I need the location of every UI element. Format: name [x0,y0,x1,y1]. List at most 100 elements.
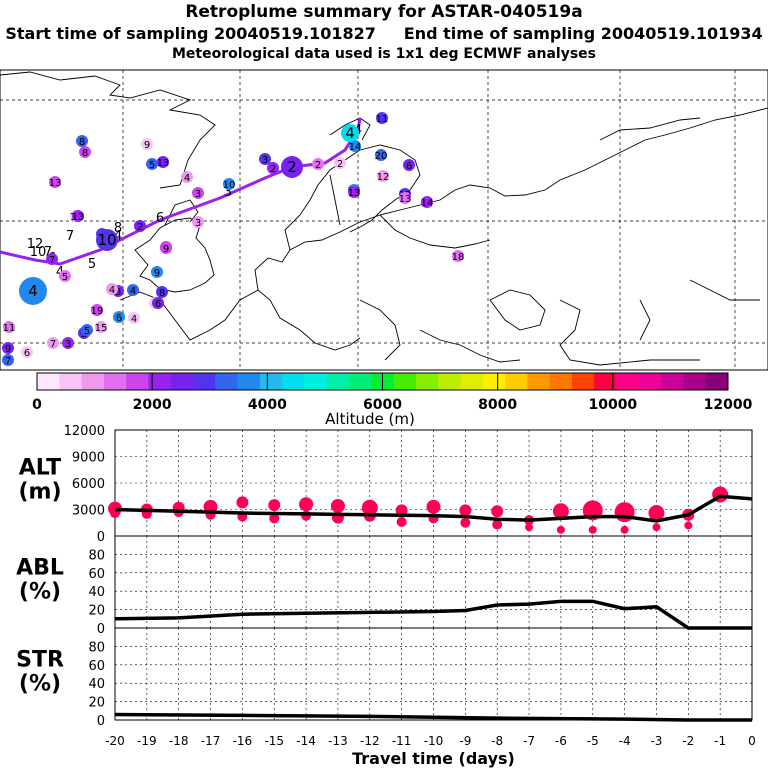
trajectory-label: 8 [159,288,165,299]
colorbar-tick-label: 2000 [133,397,172,413]
label-dot [377,170,389,182]
trajectory-label: 6 [155,299,161,310]
colorbar-swatch [237,373,261,390]
trajectory-label: 13 [72,212,85,223]
ylabel-units: (%) [19,672,61,697]
trajectory-label: 7 [44,245,52,260]
trajectory-label: 6 [116,313,122,324]
colorbar-swatch [103,373,127,390]
altitude-point [426,499,441,514]
label-dot [47,337,59,349]
altitude-point [492,519,503,530]
cluster-label: 10 [97,231,116,249]
xtick-label: -13 [328,734,348,748]
label-dot [2,354,14,366]
trajectory-label: 13 [157,158,170,169]
altitude-point [648,505,665,522]
colorbar-swatch [393,373,417,390]
colorbar-swatch [326,373,350,390]
trajectory-label: 9 [144,140,150,151]
xtick-label: -11 [392,734,412,748]
ytick-label: 20 [88,696,105,711]
ylabel-units: (m) [18,480,61,505]
label-dot [399,192,411,204]
colorbar-swatch [505,373,528,390]
sampling-times: Start time of sampling 20040519.101827 E… [5,24,763,43]
cluster-marker [19,277,47,305]
ytick-label: 3000 [72,504,105,519]
trajectory-label: 3 [262,155,268,166]
colorbar-swatch [549,373,573,390]
colorbar-swatch [170,373,194,390]
trajectory-label: 8 [114,221,122,236]
altitude-point [684,521,693,530]
label-dot [156,286,168,298]
altitude-point [652,523,661,532]
xtick-label: -10 [424,734,444,748]
label-dot [72,210,84,222]
colorbar-swatch [616,373,640,390]
ytick-label: 20 [88,604,105,619]
trajectory-label: 14 [349,142,362,153]
altitude-point [268,499,281,512]
label-dot [91,304,103,316]
trajectory-label: 3 [195,189,201,200]
trajectory-label: 7 [49,255,55,266]
trajectory-label: 9 [163,244,169,255]
cluster-marker [281,156,303,178]
trajectory-label: 5 [149,160,155,171]
panel-alt: 0 3000 6000 9000 12000 ALT(m) [18,424,753,545]
label-dot [157,156,169,168]
colorbar-swatch [482,373,506,390]
colorbar-swatch [638,373,662,390]
colorbar-swatch [59,373,82,390]
label-dot [376,112,388,124]
colorbar-swatch [148,373,172,390]
xtick-label: -3 [650,734,662,748]
altitude-point [299,497,314,512]
trajectory-label: 2 [337,159,343,170]
trajectory-label: 4 [114,229,122,244]
xtick-label: -4 [619,734,631,748]
coastlines [0,71,768,366]
label-dot [128,312,140,324]
series-line [114,712,752,722]
label-dot [106,283,118,295]
colorbar-swatch [81,373,105,390]
xtick-label: -14 [296,734,316,748]
colorbar-tick-label: 6000 [363,397,402,413]
label-dot [192,187,204,199]
trajectory-label: 4 [56,265,64,280]
colorbar-swatch [594,373,617,390]
cluster-marker [341,124,359,142]
label-dot [181,171,193,183]
trajectory-label: 3 [65,339,71,350]
label-dot [113,311,125,323]
chart-title: Retroplume summary for ASTAR-040519a [185,2,583,22]
altitude-point [620,525,629,534]
trajectory-label: 13 [49,178,62,189]
colorbar-swatch [415,373,439,390]
label-dot [79,146,91,158]
trajectory-label: 13 [348,188,361,199]
label-dot [421,196,433,208]
label-dot [259,153,271,165]
label-dot [348,186,360,198]
trajectory-label: 5 [62,272,68,283]
ylabel: STR [16,648,64,673]
trajectory-label: 6 [24,348,30,359]
trajectory-label: 2 [270,164,276,175]
label-dot [141,138,153,150]
trajectory-label: 19 [91,306,104,317]
label-dot [312,158,324,170]
met-data-note: Meteorological data used is 1x1 deg ECMW… [172,46,596,62]
ytick-label: 80 [88,640,105,655]
label-dot [95,321,107,333]
xtick-label: -8 [491,734,503,748]
label-dot [49,176,61,188]
altitude-point [552,503,569,520]
colorbar-swatch [282,373,305,390]
label-dot [2,342,14,354]
label-dot [151,266,163,278]
trajectory-label: 8 [79,137,85,148]
